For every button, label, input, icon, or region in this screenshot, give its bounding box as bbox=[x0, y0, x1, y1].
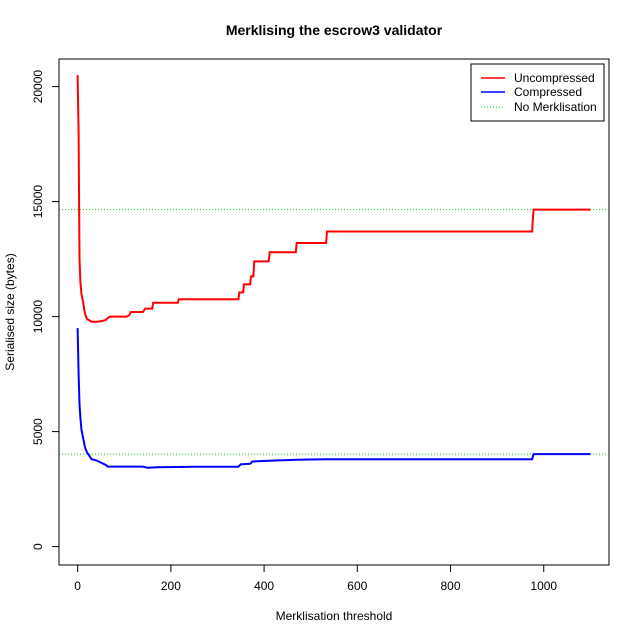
legend-label-uncompressed: Uncompressed bbox=[514, 71, 595, 85]
series-line-compressed bbox=[76, 328, 591, 469]
reference-lines bbox=[59, 209, 609, 455]
x-axis: 0 200 400 600 800 1000 bbox=[74, 564, 557, 593]
legend-label-no-merklisation: No Merklisation bbox=[514, 100, 597, 114]
x-axis-label: Merklisation threshold bbox=[276, 609, 393, 623]
series-layer bbox=[76, 75, 591, 469]
y-axis: 0 5000 10000 15000 20000 bbox=[31, 70, 60, 550]
y-tick-label: 10000 bbox=[31, 300, 45, 334]
legend: Uncompressed Compressed No Merklisation bbox=[470, 63, 605, 122]
x-tick-label: 1000 bbox=[530, 579, 557, 593]
y-tick-label: 5000 bbox=[31, 418, 45, 445]
x-tick-label: 600 bbox=[347, 579, 367, 593]
y-axis-label: Serialised size (bytes) bbox=[3, 253, 17, 370]
y-tick-label: 0 bbox=[31, 543, 45, 550]
x-tick-label: 0 bbox=[74, 579, 81, 593]
plot-area bbox=[58, 58, 610, 566]
series-line-uncompressed bbox=[76, 75, 591, 323]
x-tick-label: 400 bbox=[254, 579, 274, 593]
y-tick-label: 15000 bbox=[31, 185, 45, 219]
x-tick-label: 800 bbox=[441, 579, 461, 593]
x-tick-label: 200 bbox=[161, 579, 181, 593]
y-tick-label: 20000 bbox=[31, 70, 45, 104]
legend-label-compressed: Compressed bbox=[514, 85, 582, 99]
chart-title: Merklising the escrow3 validator bbox=[226, 22, 443, 38]
